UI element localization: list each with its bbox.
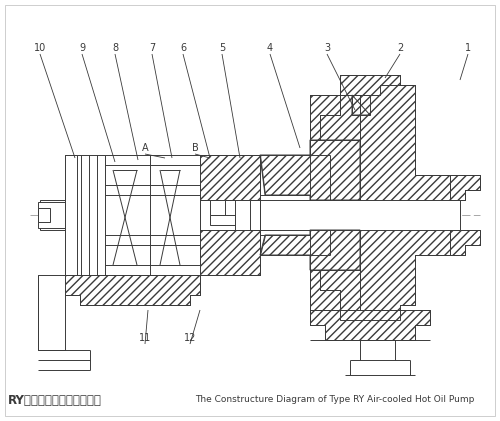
Bar xyxy=(200,155,260,275)
Bar xyxy=(65,155,105,275)
Polygon shape xyxy=(65,275,200,305)
Polygon shape xyxy=(310,270,360,310)
Bar xyxy=(38,208,50,222)
Text: B: B xyxy=(192,143,198,153)
Polygon shape xyxy=(38,275,65,350)
Text: 2: 2 xyxy=(397,43,403,53)
Text: The Constructure Diagram of Type RY Air-cooled Hot Oil Pump: The Constructure Diagram of Type RY Air-… xyxy=(195,395,474,405)
Polygon shape xyxy=(450,175,480,200)
Text: 10: 10 xyxy=(34,43,46,53)
Polygon shape xyxy=(352,95,370,115)
Bar xyxy=(105,155,200,275)
Polygon shape xyxy=(260,140,360,200)
Polygon shape xyxy=(310,310,430,340)
Polygon shape xyxy=(200,230,260,275)
Text: 5: 5 xyxy=(219,43,225,53)
Polygon shape xyxy=(260,230,360,270)
Bar xyxy=(235,200,250,230)
Polygon shape xyxy=(340,75,400,95)
Polygon shape xyxy=(200,155,260,200)
Text: 6: 6 xyxy=(180,43,186,53)
Text: 7: 7 xyxy=(149,43,155,53)
Bar xyxy=(38,202,65,228)
Text: 12: 12 xyxy=(184,333,196,343)
Text: 9: 9 xyxy=(79,43,85,53)
Polygon shape xyxy=(310,75,450,320)
Text: 8: 8 xyxy=(112,43,118,53)
Text: 1: 1 xyxy=(465,43,471,53)
Text: RY型风冷式热油泵结构简图: RY型风冷式热油泵结构简图 xyxy=(8,394,102,407)
Polygon shape xyxy=(310,95,360,140)
Bar xyxy=(40,200,460,230)
Bar xyxy=(210,200,225,215)
Bar xyxy=(210,215,235,225)
Text: 4: 4 xyxy=(267,43,273,53)
Polygon shape xyxy=(450,230,480,255)
Bar xyxy=(65,155,77,275)
Text: A: A xyxy=(142,143,148,153)
Text: 11: 11 xyxy=(139,333,151,343)
Text: 3: 3 xyxy=(324,43,330,53)
